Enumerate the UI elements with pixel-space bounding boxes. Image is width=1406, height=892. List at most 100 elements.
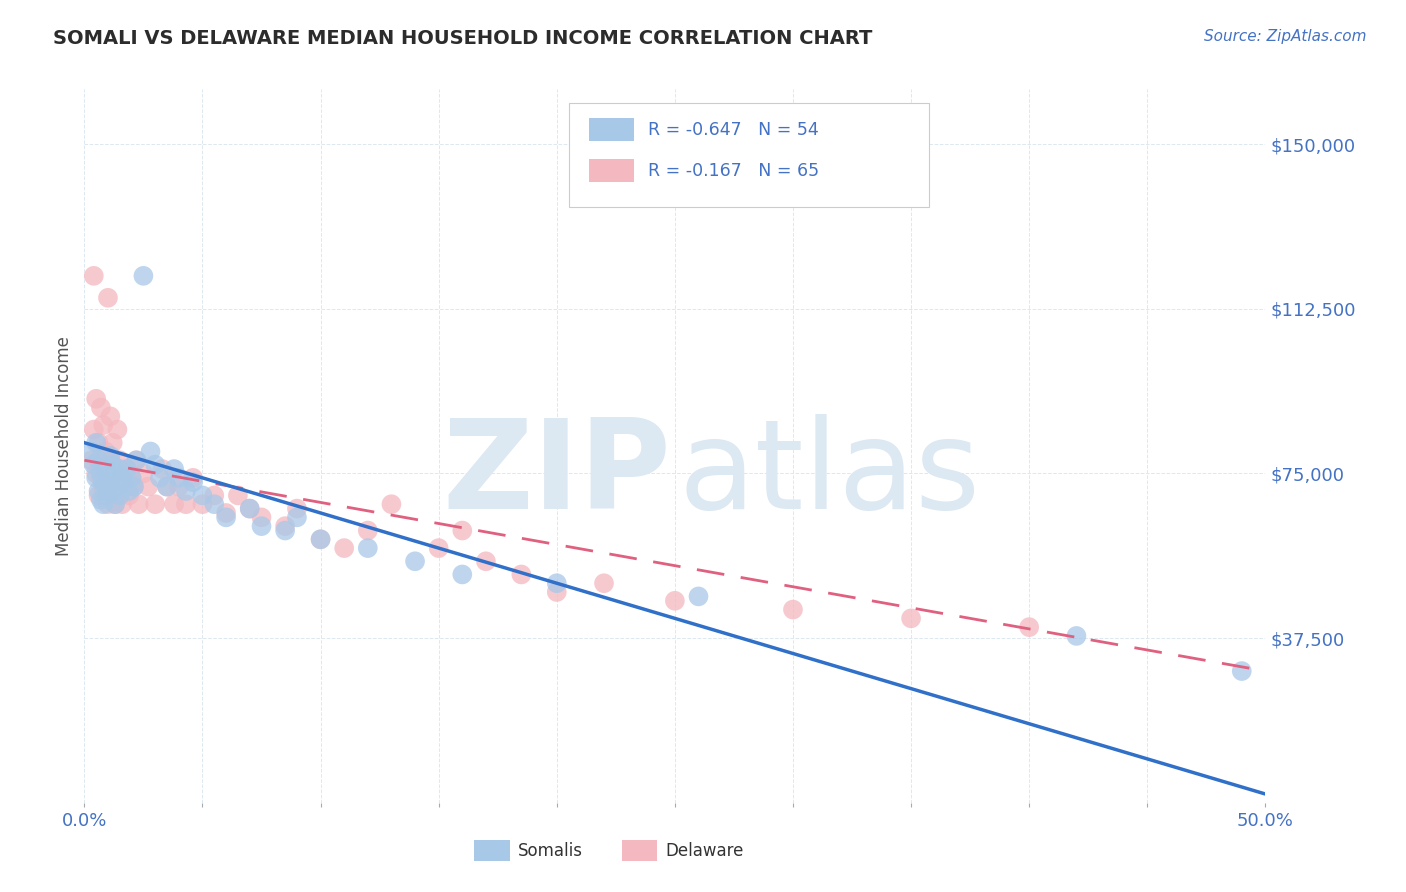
Text: Somalis: Somalis — [517, 842, 583, 860]
Point — [111, 471, 134, 485]
Point — [122, 480, 145, 494]
Point — [108, 488, 131, 502]
Point — [108, 462, 131, 476]
Point — [108, 488, 131, 502]
Text: Delaware: Delaware — [665, 842, 744, 860]
Point — [107, 423, 129, 437]
Point — [84, 471, 107, 485]
Point — [94, 480, 117, 494]
Point — [87, 483, 110, 498]
Point — [215, 510, 238, 524]
Text: Source: ZipAtlas.com: Source: ZipAtlas.com — [1204, 29, 1367, 44]
Point — [83, 423, 105, 437]
Point — [101, 435, 124, 450]
Point — [84, 467, 107, 481]
Point — [546, 585, 568, 599]
FancyBboxPatch shape — [474, 840, 509, 862]
Point — [132, 268, 155, 283]
Point — [132, 467, 155, 481]
Point — [94, 462, 117, 476]
Point — [285, 501, 308, 516]
Point — [285, 510, 308, 524]
Point — [156, 480, 179, 494]
Point — [97, 497, 120, 511]
Point — [149, 471, 172, 485]
Point — [250, 519, 273, 533]
Point — [250, 510, 273, 524]
Point — [163, 462, 186, 476]
FancyBboxPatch shape — [589, 119, 634, 141]
Point — [309, 533, 332, 547]
Point — [94, 444, 117, 458]
Point — [156, 480, 179, 494]
Point — [94, 488, 117, 502]
Point — [107, 480, 129, 494]
Point — [108, 453, 131, 467]
Point — [118, 488, 141, 502]
Text: ZIP: ZIP — [443, 414, 671, 535]
Point — [593, 576, 616, 591]
Point — [139, 444, 162, 458]
Point — [84, 435, 107, 450]
Point — [546, 576, 568, 591]
Point — [167, 480, 190, 494]
Point — [143, 497, 166, 511]
Point — [239, 501, 262, 516]
Point — [104, 462, 127, 476]
Point — [1066, 629, 1088, 643]
Point — [111, 497, 134, 511]
Point — [83, 458, 105, 472]
Point — [90, 467, 112, 481]
Point — [1230, 664, 1253, 678]
Point — [80, 453, 103, 467]
Point — [174, 483, 197, 498]
Point — [118, 483, 141, 498]
Point — [181, 475, 204, 490]
Point — [97, 291, 120, 305]
Point — [97, 488, 120, 502]
Point — [128, 497, 150, 511]
Point — [87, 488, 110, 502]
Point — [98, 449, 121, 463]
Point — [83, 268, 105, 283]
Point — [239, 501, 262, 516]
FancyBboxPatch shape — [568, 103, 929, 207]
Point — [87, 453, 110, 467]
Point — [104, 467, 127, 481]
Y-axis label: Median Household Income: Median Household Income — [55, 336, 73, 556]
Point — [121, 471, 143, 485]
Point — [510, 567, 533, 582]
Point — [143, 458, 166, 472]
Point — [98, 409, 121, 424]
Point — [125, 453, 148, 467]
FancyBboxPatch shape — [589, 159, 634, 182]
Point — [191, 497, 214, 511]
Text: atlas: atlas — [679, 414, 980, 535]
Point — [101, 480, 124, 494]
Point — [101, 458, 124, 472]
Point — [274, 519, 297, 533]
Point — [136, 480, 159, 494]
Point — [104, 497, 127, 511]
Point — [174, 497, 197, 511]
Point — [84, 392, 107, 406]
Point — [202, 497, 225, 511]
Point — [333, 541, 356, 555]
Point — [451, 524, 474, 538]
Point — [274, 524, 297, 538]
Point — [97, 471, 120, 485]
Point — [114, 480, 136, 494]
Text: R = -0.167   N = 65: R = -0.167 N = 65 — [648, 162, 818, 180]
Text: R = -0.647   N = 54: R = -0.647 N = 54 — [648, 121, 818, 139]
Point — [90, 401, 112, 415]
Point — [98, 453, 121, 467]
Point — [115, 462, 138, 476]
Point — [91, 418, 114, 433]
Point — [115, 462, 138, 476]
Point — [101, 483, 124, 498]
Point — [357, 524, 380, 538]
Point — [80, 444, 103, 458]
Point — [357, 541, 380, 555]
Point — [90, 492, 112, 507]
Point — [202, 488, 225, 502]
